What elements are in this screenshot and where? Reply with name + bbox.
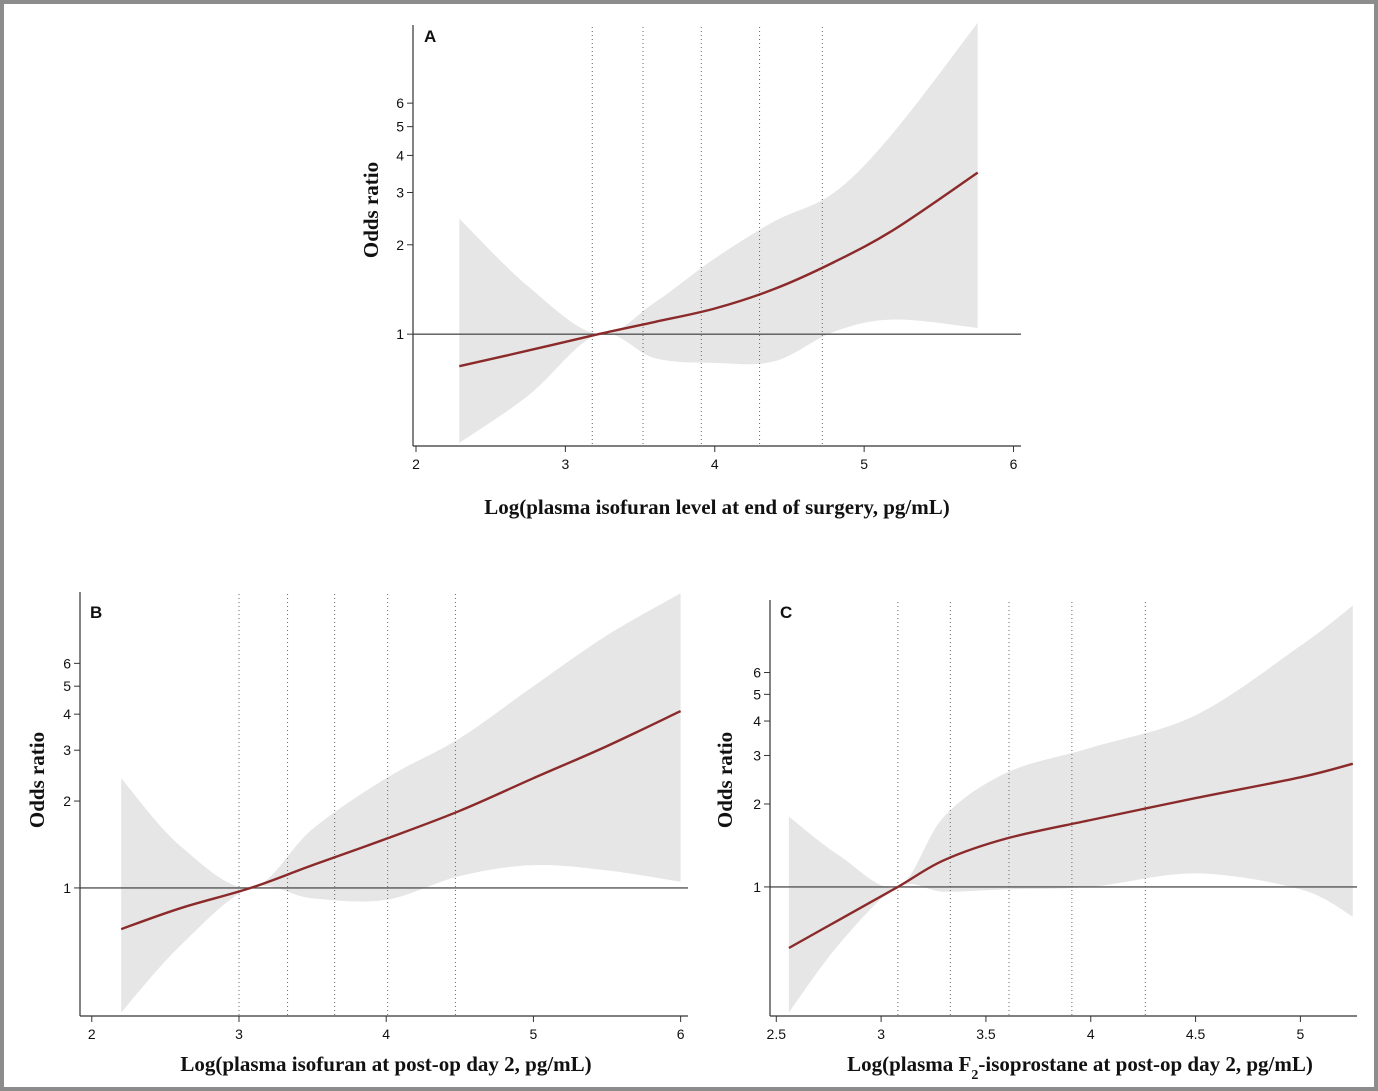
y-tick-label: 6 [753,665,761,681]
x-tick-label: 4.5 [1186,1026,1206,1042]
y-tick-label: 3 [753,747,761,763]
y-tick-label: 1 [396,326,404,342]
x-tick-label: 5 [860,456,868,472]
odds-ratio-curve [459,171,979,368]
panel-letter: B [90,603,102,622]
y-tick-label: 4 [396,147,404,163]
confidence-band [459,22,978,443]
panel-a: 2 3 4 5 6 1 2 3 4 5 6 A Odds ratio Log(plasma isofura… [359,22,1021,519]
y-tick-label: 5 [753,686,761,702]
x-axis-label: Log(plasma isofuran level at end of surg… [484,495,950,519]
y-tick-label: 5 [63,678,71,694]
x-tick-label: 6 [677,1026,685,1042]
x-axis-label: Log(plasma F2-isoprostane at post-op day… [847,1052,1313,1083]
y-tick-label: 4 [63,706,71,722]
x-tick-label: 3 [561,456,569,472]
y-tick-label: 1 [753,879,761,895]
y-tick-label: 2 [753,796,761,812]
x-tick-label: 3 [877,1026,885,1042]
y-tick-label: 2 [396,237,404,253]
y-axis-label: Odds ratio [359,162,383,258]
y-axis-label: Odds ratio [713,732,737,828]
x-tick-label: 4 [711,456,719,472]
y-axis-label: Odds ratio [25,732,49,828]
panel-letter: A [424,27,436,46]
x-tick-label: 2 [88,1026,96,1042]
y-tick-label: 6 [63,655,71,671]
x-tick-label: 3 [235,1026,243,1042]
panel-c: 2.5 3 3.5 4 4.5 5 1 2 3 4 5 6 C Odds ratio Log(plasma … [713,600,1357,1083]
x-tick-label: 4 [382,1026,390,1042]
y-tick-label: 1 [63,880,71,896]
y-tick-label: 3 [396,185,404,201]
y-tick-label: 6 [396,95,404,111]
panel-letter: C [780,603,792,622]
x-tick-label: 3.5 [976,1026,996,1042]
y-tick-label: 2 [63,793,71,809]
confidence-band [788,605,1353,1013]
y-tick-label: 4 [753,713,761,729]
x-tick-label: 2.5 [767,1026,787,1042]
x-tick-label: 5 [1296,1026,1304,1042]
x-tick-label: 4 [1087,1026,1095,1042]
x-tick-label: 5 [530,1026,538,1042]
confidence-band [121,593,681,1013]
y-tick-label: 3 [63,742,71,758]
odds-ratio-curve [120,710,682,931]
panel-b: 2 3 4 5 6 1 2 3 4 5 6 B Odds ratio Log(plasma isofura… [25,592,688,1076]
odds-ratio-curve [788,762,1354,950]
y-tick-label: 5 [396,119,404,135]
x-axis-label: Log(plasma isofuran at post-op day 2, pg… [180,1052,591,1076]
x-tick-label: 2 [412,456,420,472]
x-tick-label: 6 [1010,456,1018,472]
